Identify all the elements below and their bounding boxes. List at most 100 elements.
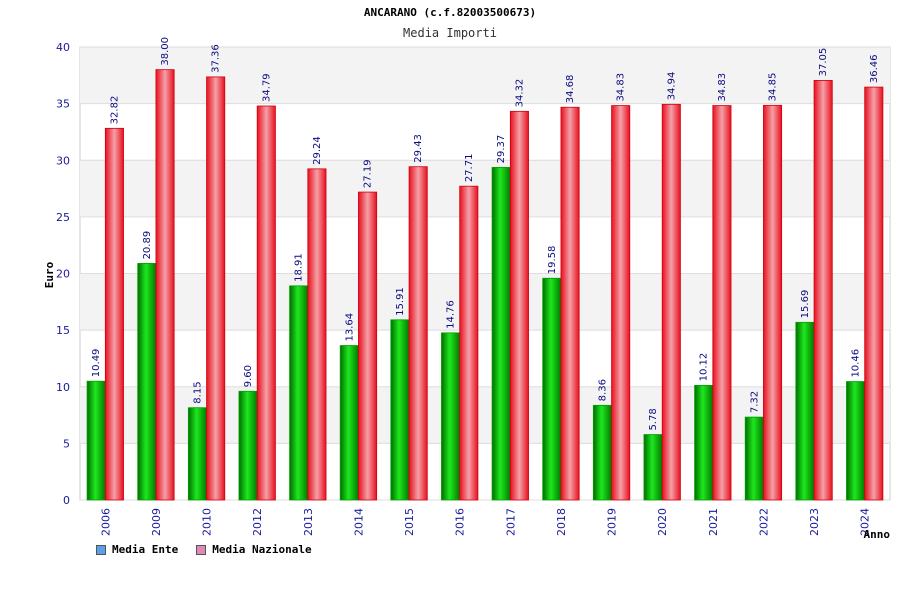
bar-media-nazionale-2024 — [864, 86, 884, 501]
x-axis-title: Anno — [864, 528, 891, 541]
bar-media-ente-2019 — [592, 404, 612, 501]
bar-media-nazionale-2020 — [661, 103, 681, 501]
y-axis-ticks: 0 5 10 15 20 25 30 35 40 — [56, 41, 70, 507]
chart-subtitle: Media Importi — [403, 26, 497, 40]
data-label: 34.79 — [261, 73, 272, 102]
data-label: 34.83 — [717, 73, 728, 102]
bar-media-nazionale-2022 — [763, 104, 783, 501]
bar-media-ente-2013 — [289, 285, 309, 501]
data-label: 8.36 — [597, 379, 608, 401]
legend-label-media-ente: Media Ente — [112, 543, 179, 556]
data-label: 34.94 — [666, 72, 677, 101]
x-tick-label: 2018 — [555, 508, 568, 536]
bar-media-nazionale-2018 — [560, 106, 580, 501]
x-tick-label: 2014 — [352, 508, 365, 536]
bar-media-nazionale-2006 — [104, 127, 124, 501]
bar-media-ente-2021 — [694, 384, 714, 501]
data-label: 27.71 — [464, 154, 475, 183]
bar-media-ente-2006 — [86, 380, 106, 501]
data-label: 15.69 — [800, 290, 811, 319]
y-tick-label: 25 — [56, 211, 70, 224]
data-label: 18.91 — [294, 253, 305, 282]
bar-media-nazionale-2009 — [155, 69, 175, 501]
y-tick-label: 0 — [63, 494, 70, 507]
data-label: 14.76 — [446, 300, 457, 329]
y-tick-label: 35 — [56, 98, 70, 111]
data-label: 29.37 — [496, 135, 507, 164]
data-label: 34.85 — [768, 73, 779, 102]
x-tick-label: 2016 — [454, 508, 467, 536]
x-tick-label: 2015 — [403, 508, 416, 536]
bar-media-ente-2023 — [795, 321, 815, 501]
x-tick-label: 2009 — [150, 508, 163, 536]
bar-media-ente-2009 — [137, 263, 157, 501]
data-label: 34.83 — [616, 73, 627, 102]
y-tick-label: 30 — [56, 154, 70, 167]
data-label: 34.32 — [514, 79, 525, 108]
data-label: 9.60 — [243, 365, 254, 387]
bar-media-ente-2020 — [643, 434, 663, 501]
data-label: 38.00 — [160, 37, 171, 66]
data-label: 5.78 — [648, 408, 659, 430]
bar-media-ente-2012 — [238, 390, 258, 501]
legend-swatch-media-nazionale — [196, 544, 207, 555]
data-label: 20.89 — [142, 231, 153, 260]
data-label: 34.68 — [565, 75, 576, 104]
bar-media-nazionale-2015 — [408, 166, 428, 501]
x-tick-label: 2010 — [201, 508, 214, 536]
bars — [86, 69, 884, 501]
data-label: 8.15 — [192, 381, 203, 403]
data-label: 19.58 — [547, 246, 558, 275]
x-tick-label: 2023 — [808, 508, 821, 536]
data-labels: 10.49 32.82 20.89 38.00 8.15 37.36 9.60 34.79 18… — [91, 37, 880, 431]
x-tick-label: 2020 — [656, 508, 669, 536]
y-tick-label: 10 — [56, 381, 70, 394]
data-label: 10.12 — [699, 353, 710, 382]
data-label: 36.46 — [869, 54, 880, 83]
data-label: 29.24 — [312, 136, 323, 165]
data-label: 29.43 — [413, 134, 424, 163]
bar-media-nazionale-2023 — [813, 80, 833, 501]
y-tick-label: 5 — [63, 437, 70, 450]
data-label: 13.64 — [344, 313, 355, 342]
x-tick-label: 2012 — [251, 508, 264, 536]
bar-media-nazionale-2021 — [712, 105, 732, 501]
bar-media-nazionale-2010 — [206, 76, 226, 501]
x-axis-ticks: 2006 2009 2010 2012 2013 2014 2015 2016 2017 2018… — [99, 508, 871, 536]
y-tick-label: 20 — [56, 268, 70, 281]
legend: Media Ente Media Nazionale — [96, 543, 312, 556]
data-label: 37.36 — [211, 44, 222, 73]
data-label: 10.46 — [851, 349, 862, 378]
bar-media-ente-2017 — [491, 166, 511, 501]
y-tick-label: 15 — [56, 324, 70, 337]
bar-media-ente-2014 — [339, 345, 359, 501]
legend-swatch-media-ente — [96, 544, 106, 555]
legend-item-media-nazionale: Media Nazionale — [196, 543, 312, 556]
bar-media-ente-2018 — [542, 277, 562, 501]
legend-item-media-ente: Media Ente — [96, 543, 178, 556]
bar-media-nazionale-2016 — [459, 185, 479, 501]
data-label: 37.05 — [818, 48, 829, 77]
x-tick-label: 2013 — [302, 508, 315, 536]
bar-media-ente-2022 — [744, 416, 764, 501]
bar-media-nazionale-2013 — [307, 168, 327, 501]
data-label: 7.32 — [749, 391, 760, 413]
data-label: 15.91 — [395, 287, 406, 316]
x-tick-label: 2006 — [99, 508, 112, 536]
data-label: 10.49 — [91, 349, 102, 378]
x-tick-label: 2024 — [859, 508, 872, 536]
bar-media-ente-2016 — [441, 332, 461, 501]
x-tick-label: 2021 — [707, 508, 720, 536]
bar-media-nazionale-2012 — [256, 105, 276, 501]
y-tick-label: 40 — [56, 41, 70, 54]
data-label: 27.19 — [363, 159, 374, 188]
x-tick-label: 2017 — [504, 508, 517, 536]
bar-media-ente-2010 — [187, 407, 207, 501]
bar-media-nazionale-2014 — [358, 191, 378, 501]
y-axis-title: Euro — [43, 261, 56, 288]
x-tick-label: 2019 — [606, 508, 619, 536]
legend-label-media-nazionale: Media Nazionale — [212, 543, 312, 556]
x-tick-label: 2022 — [757, 508, 770, 536]
bar-media-nazionale-2019 — [611, 105, 631, 501]
chart-title: ANCARANO (c.f.82003500673) — [363, 6, 537, 19]
